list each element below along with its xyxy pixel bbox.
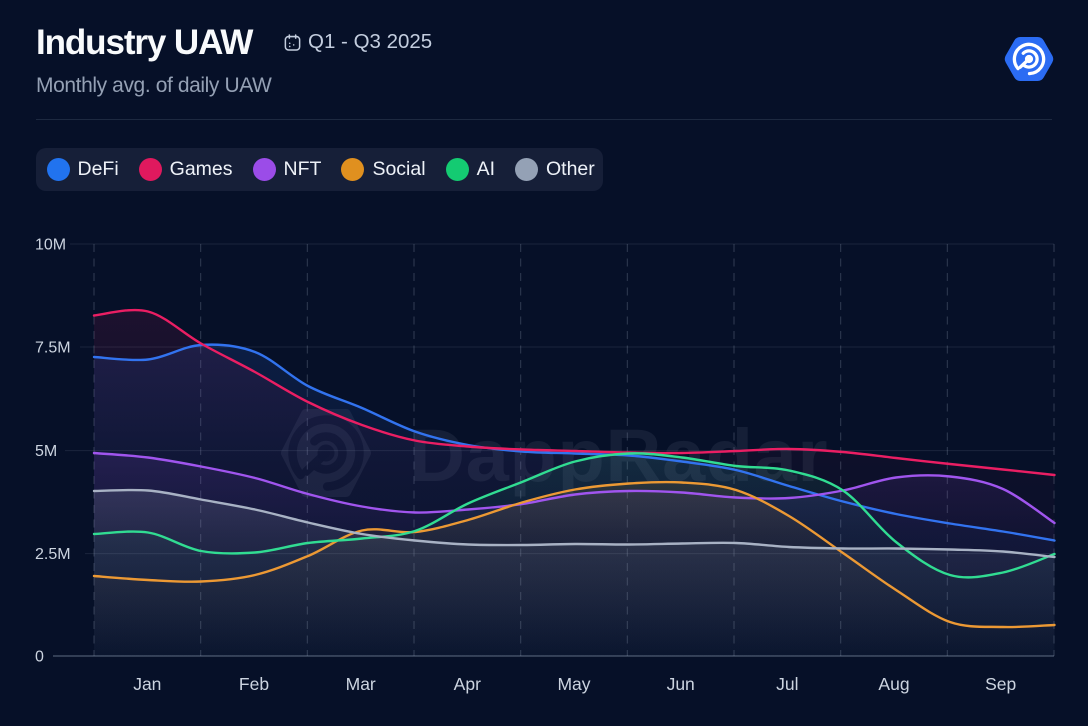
svg-text:10M: 10M [35, 237, 66, 254]
svg-text:Jan: Jan [133, 674, 161, 694]
svg-text:5M: 5M [35, 443, 57, 460]
svg-text:Mar: Mar [346, 674, 376, 694]
svg-text:Aug: Aug [878, 674, 909, 694]
svg-text:Sep: Sep [985, 674, 1016, 694]
svg-text:Jul: Jul [776, 674, 798, 694]
svg-text:Feb: Feb [239, 674, 269, 694]
svg-text:2.5M: 2.5M [35, 546, 71, 563]
svg-text:Apr: Apr [454, 674, 481, 694]
svg-text:0: 0 [35, 649, 44, 666]
svg-text:Jun: Jun [667, 674, 695, 694]
svg-text:May: May [557, 674, 590, 694]
svg-text:7.5M: 7.5M [35, 340, 71, 357]
